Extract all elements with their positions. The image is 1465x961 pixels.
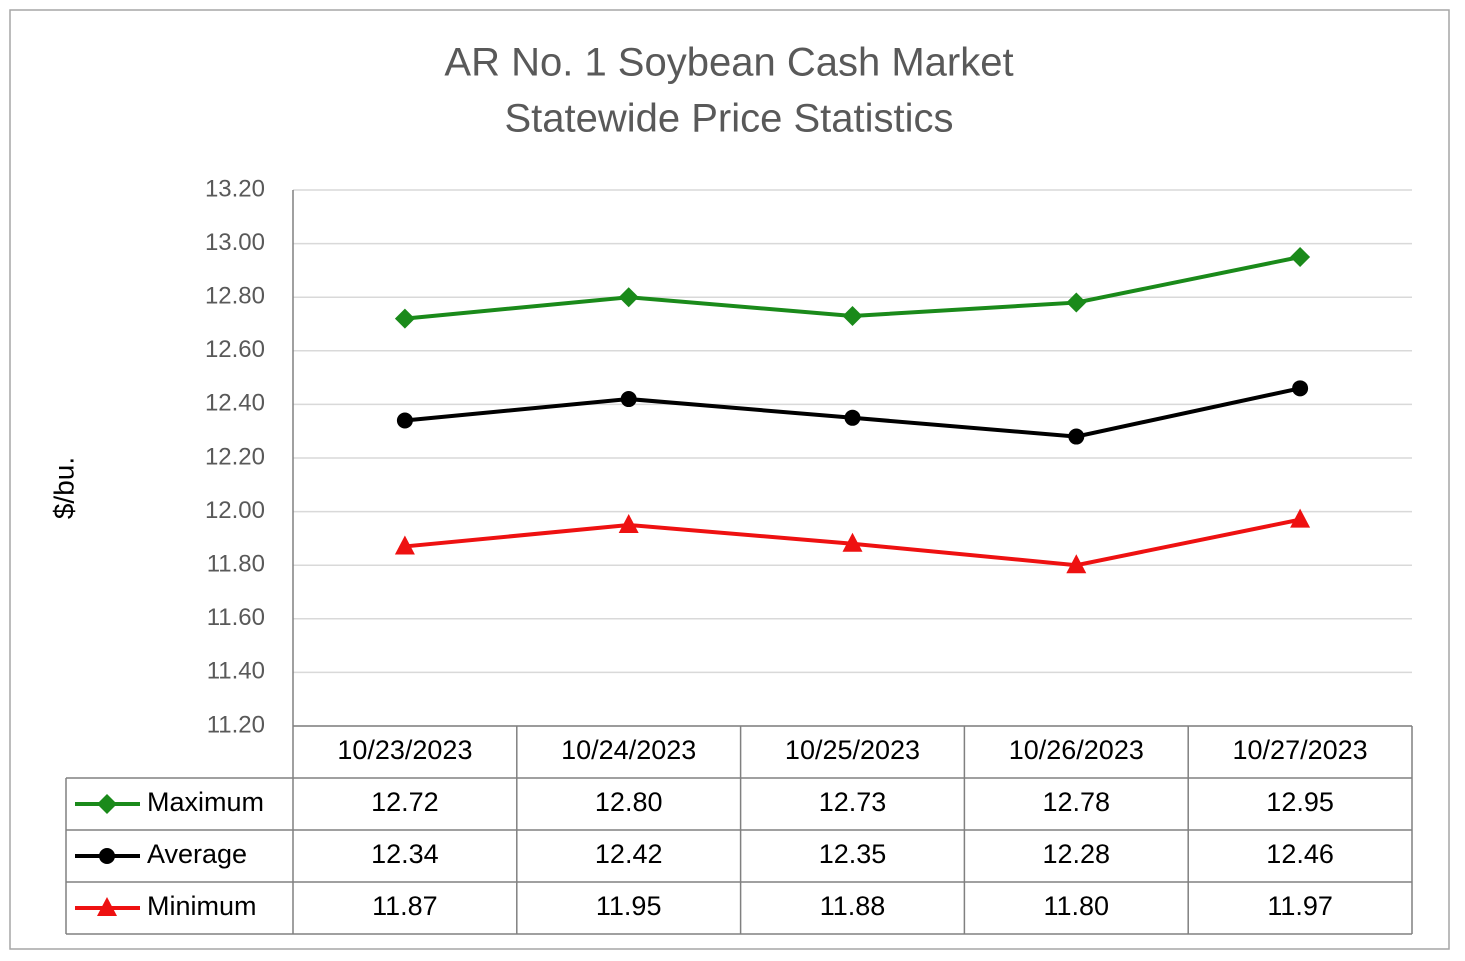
x-tick-label: 10/25/2023 bbox=[785, 735, 920, 765]
legend-label: Average bbox=[147, 839, 247, 869]
table-value: 11.80 bbox=[1044, 891, 1110, 921]
table-value: 12.46 bbox=[1266, 839, 1334, 869]
table-value: 12.78 bbox=[1043, 787, 1111, 817]
data-point bbox=[1068, 428, 1085, 445]
chart-subtitle: Statewide Price Statistics bbox=[504, 97, 953, 141]
table-value: 12.95 bbox=[1266, 787, 1334, 817]
y-tick-label: 13.00 bbox=[205, 229, 265, 256]
table-value: 12.72 bbox=[371, 787, 439, 817]
data-point bbox=[1292, 380, 1309, 397]
y-tick-label: 11.60 bbox=[207, 604, 265, 631]
x-tick-label: 10/24/2023 bbox=[561, 735, 696, 765]
data-point bbox=[1066, 554, 1087, 574]
data-point bbox=[1066, 292, 1087, 313]
data-point bbox=[1290, 247, 1311, 267]
data-point bbox=[618, 514, 639, 533]
y-tick-label: 11.20 bbox=[207, 711, 265, 738]
legend-label: Minimum bbox=[147, 891, 257, 921]
legend-marker bbox=[97, 897, 117, 916]
y-tick-label: 12.40 bbox=[205, 390, 265, 417]
data-point bbox=[394, 535, 415, 555]
x-tick-label: 10/27/2023 bbox=[1233, 735, 1368, 765]
data-point bbox=[842, 532, 863, 552]
data-point bbox=[618, 287, 639, 308]
y-tick-label: 13.20 bbox=[205, 175, 265, 202]
y-tick-label: 11.80 bbox=[207, 551, 265, 578]
data-point bbox=[396, 412, 413, 429]
table-value: 12.35 bbox=[819, 839, 887, 869]
y-tick-label: 11.40 bbox=[207, 658, 265, 685]
chart-title: AR No. 1 Soybean Cash Market bbox=[444, 41, 1013, 85]
table-value: 12.28 bbox=[1043, 839, 1111, 869]
data-point bbox=[620, 391, 637, 408]
table-value: 12.42 bbox=[595, 839, 663, 869]
legend-label: Maximum bbox=[147, 787, 264, 817]
data-point bbox=[844, 409, 861, 426]
y-tick-label: 12.80 bbox=[205, 283, 265, 310]
data-point bbox=[842, 305, 863, 326]
chart-border bbox=[9, 9, 1450, 950]
table-value: 12.73 bbox=[819, 787, 887, 817]
table-value: 11.95 bbox=[596, 891, 662, 921]
table-value: 11.88 bbox=[820, 891, 886, 921]
data-point bbox=[1290, 508, 1311, 528]
table-value: 12.34 bbox=[371, 839, 439, 869]
x-tick-label: 10/23/2023 bbox=[337, 735, 472, 765]
legend-marker bbox=[97, 794, 117, 814]
legend-marker bbox=[99, 848, 115, 864]
y-tick-label: 12.00 bbox=[205, 497, 265, 524]
data-point bbox=[394, 308, 415, 329]
table-value: 11.87 bbox=[372, 891, 438, 921]
x-tick-label: 10/26/2023 bbox=[1009, 735, 1144, 765]
y-tick-label: 12.20 bbox=[205, 443, 265, 470]
y-axis-label: $/bu. bbox=[48, 457, 79, 519]
y-tick-label: 12.60 bbox=[205, 336, 265, 363]
table-value: 12.80 bbox=[595, 787, 663, 817]
table-value: 11.97 bbox=[1267, 891, 1333, 921]
